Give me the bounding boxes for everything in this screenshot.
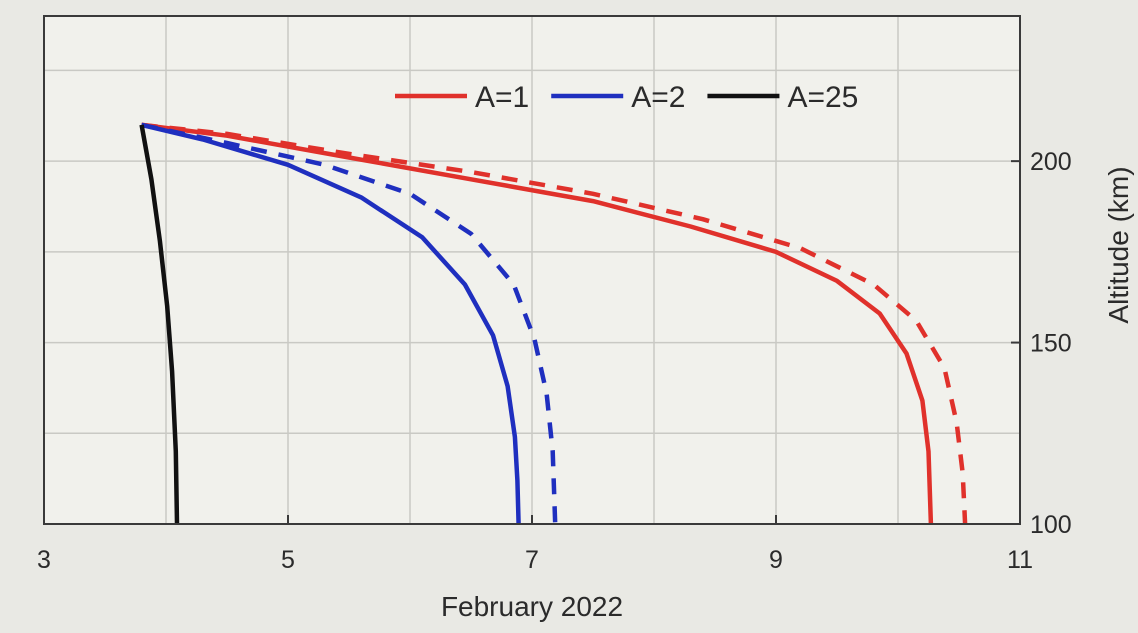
x-tick-label: 11 [1007,546,1033,574]
series-line-2 [141,122,521,525]
x-tick-label: 5 [281,546,295,574]
legend: A=1 A=2 A=25 [395,81,858,114]
series-lines [139,122,968,525]
series-line-1 [141,122,968,525]
series-line-0 [141,122,934,525]
x-tick-label: 9 [769,546,783,574]
legend-label: A=1 [475,81,529,114]
legend-label: A=25 [787,81,858,114]
series-line-4 [139,124,180,525]
x-tick-label: 3 [37,546,51,574]
y-tick-label: 200 [1030,148,1072,176]
y-tick-label: 100 [1030,511,1072,539]
x-axis-label: February 2022 [441,591,623,622]
x-tick-label: 7 [525,546,539,574]
y-axis-label: Altitude (km) [1103,166,1134,323]
ticks: 3 5 7 9 11 100 150 200 [37,148,1072,574]
legend-label: A=2 [631,81,685,114]
y-tick-label: 150 [1030,330,1072,358]
